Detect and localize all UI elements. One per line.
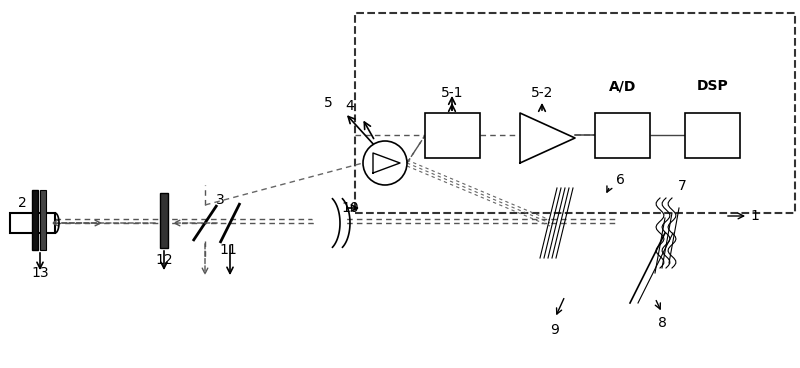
Text: 5-2: 5-2	[531, 86, 553, 100]
Text: 2: 2	[18, 196, 26, 210]
Text: 13: 13	[31, 266, 49, 280]
Text: A/D: A/D	[609, 79, 636, 93]
Bar	[32, 190, 38, 250]
Text: 9: 9	[550, 323, 559, 337]
Bar	[355, 13, 795, 213]
Bar	[685, 113, 740, 158]
Text: 4: 4	[346, 99, 354, 113]
Text: DSP: DSP	[697, 79, 728, 93]
Polygon shape	[520, 113, 575, 163]
Bar	[10, 213, 55, 233]
Text: 10: 10	[341, 201, 359, 215]
Polygon shape	[373, 153, 400, 173]
Text: 6: 6	[615, 173, 625, 187]
Text: 12: 12	[155, 253, 173, 267]
Text: 5: 5	[324, 96, 332, 110]
Bar	[595, 113, 650, 158]
Text: 5-1: 5-1	[441, 86, 463, 100]
Bar	[40, 190, 46, 250]
Bar	[425, 113, 480, 158]
Text: 3: 3	[216, 193, 224, 207]
Text: 8: 8	[658, 316, 666, 330]
Ellipse shape	[312, 198, 348, 248]
Text: 1: 1	[750, 209, 759, 223]
Bar	[160, 193, 168, 248]
Text: 11: 11	[219, 243, 237, 257]
Text: 7: 7	[678, 179, 686, 193]
